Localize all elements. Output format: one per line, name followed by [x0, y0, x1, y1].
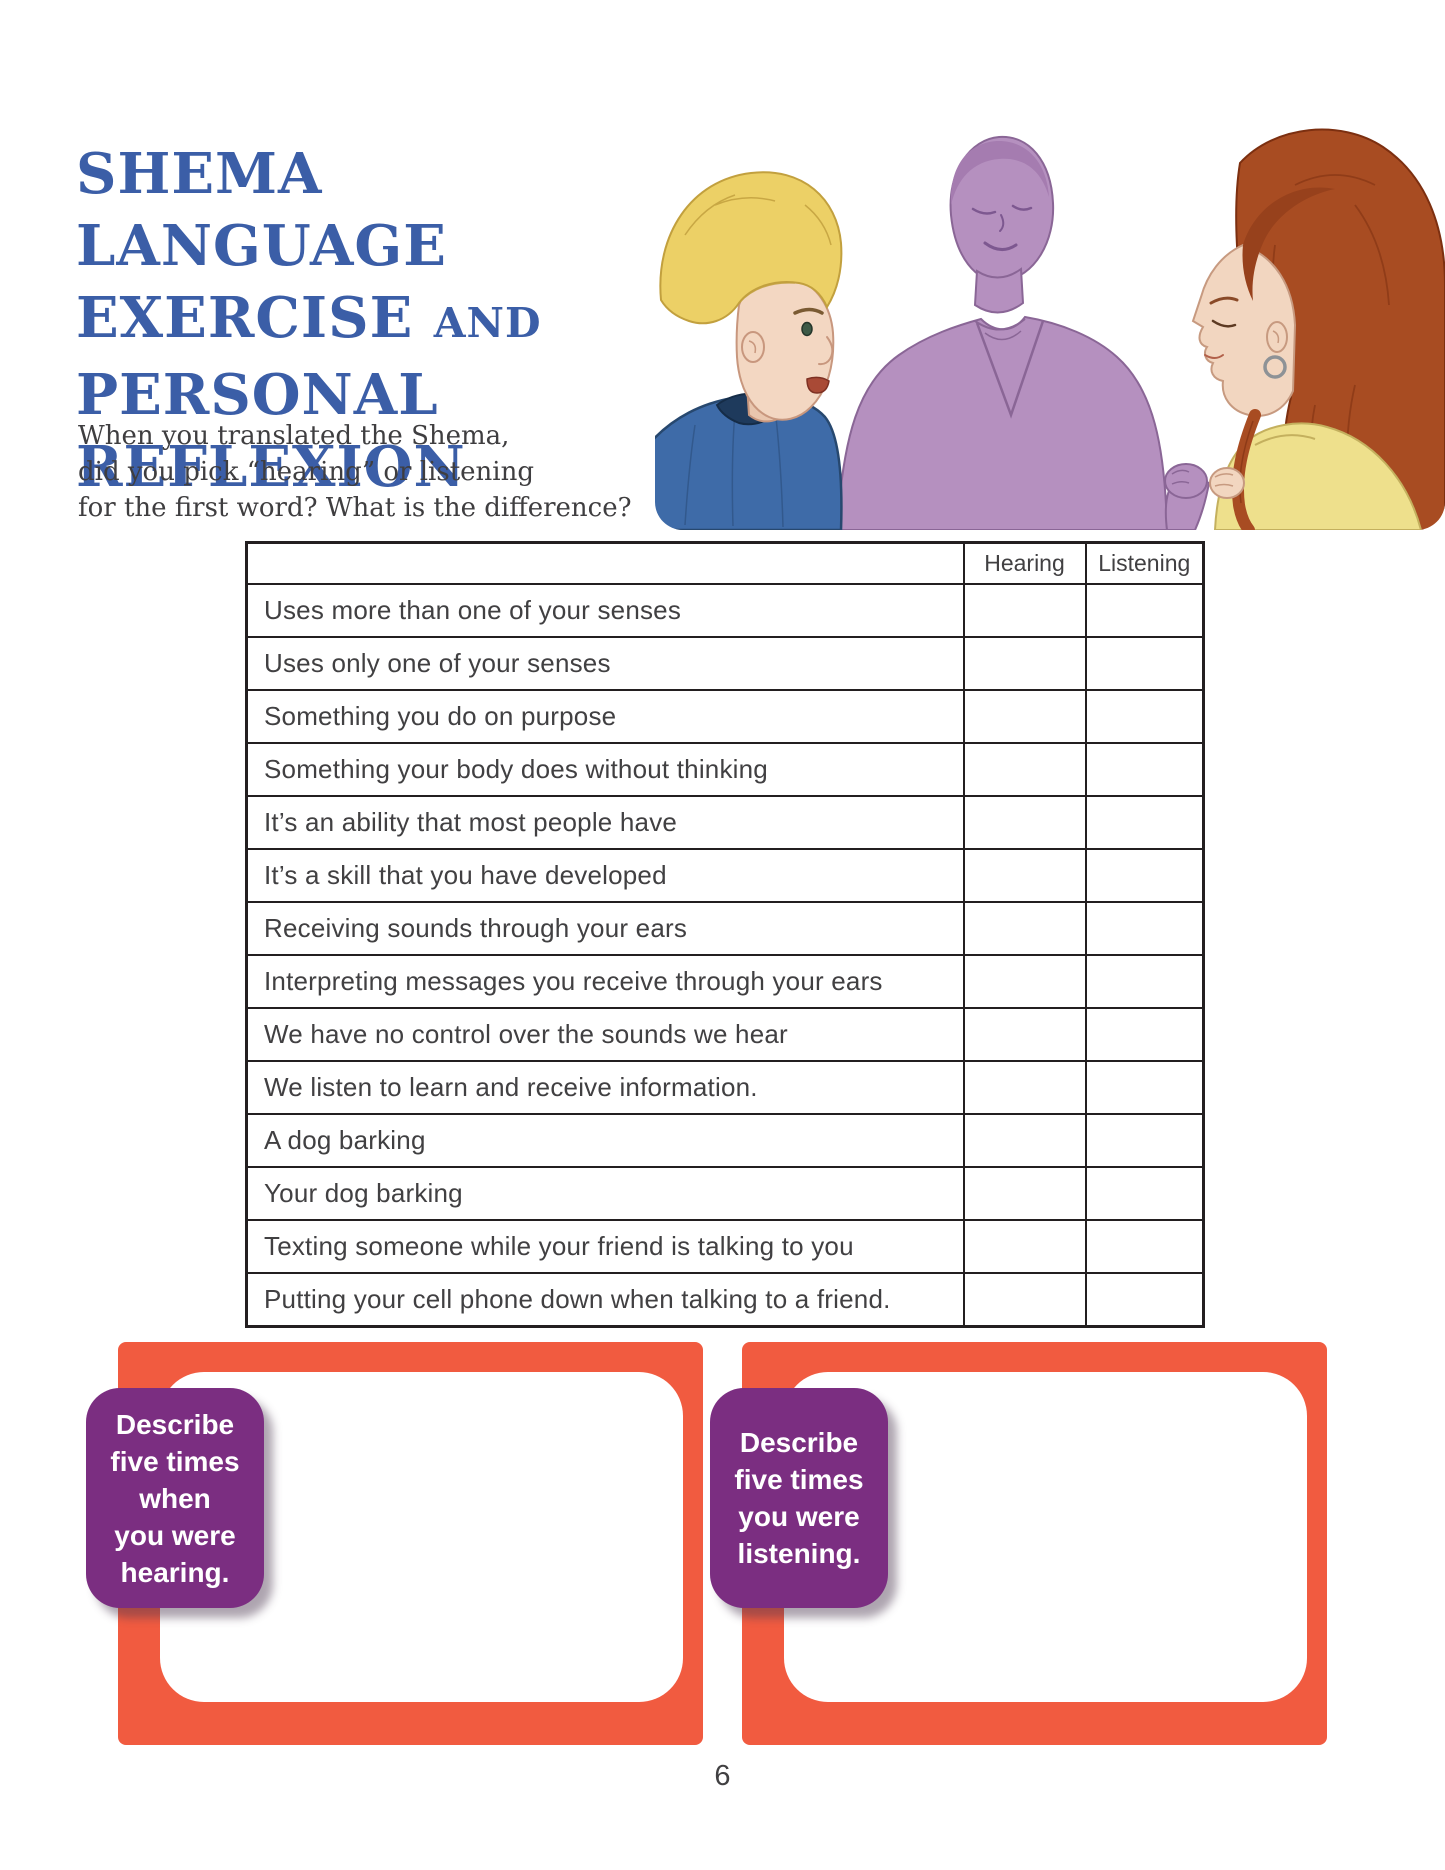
- title-line-1: SHEMA LANGUAGE: [76, 141, 447, 279]
- hearing-answer-cell[interactable]: [962, 1272, 1087, 1328]
- table-row: Texting someone while your friend is tal…: [245, 1219, 1205, 1274]
- listening-answer-cell[interactable]: [1084, 795, 1205, 850]
- intro-line-2: did you pick “hearing” or listening: [78, 457, 534, 487]
- listening-answer-cell[interactable]: [1084, 1272, 1205, 1328]
- label-line: when: [139, 1482, 211, 1514]
- page-number: 6: [714, 1760, 731, 1792]
- statement-cell: It’s an ability that most people have: [245, 795, 965, 850]
- statement-column-header: [245, 541, 965, 585]
- hearing-answer-cell[interactable]: [962, 1166, 1087, 1221]
- table-row: Something you do on purpose: [245, 689, 1205, 744]
- hearing-prompt-label: Describe five times when you were hearin…: [86, 1388, 264, 1608]
- page-title: SHEMA LANGUAGE EXERCISE AND PERSONAL REF…: [76, 138, 676, 503]
- table-row: We listen to learn and receive informati…: [245, 1060, 1205, 1115]
- label-line: hearing.: [120, 1556, 230, 1588]
- listening-answer-cell[interactable]: [1084, 742, 1205, 797]
- statement-cell: It’s a skill that you have developed: [245, 848, 965, 903]
- listening-prompt-label: Describe five times you were listening.: [710, 1388, 888, 1608]
- statement-cell: Texting someone while your friend is tal…: [245, 1219, 965, 1274]
- listening-answer-cell[interactable]: [1084, 689, 1205, 744]
- listening-answer-cell[interactable]: [1084, 1007, 1205, 1062]
- statement-cell: Receiving sounds through your ears: [245, 901, 965, 956]
- statement-cell: Interpreting messages you receive throug…: [245, 954, 965, 1009]
- hearing-listening-table: Hearing Listening Uses more than one of …: [245, 541, 1205, 1328]
- table-row: Receiving sounds through your ears: [245, 901, 1205, 956]
- table-row: Uses only one of your senses: [245, 636, 1205, 691]
- intro-line-3: for the first word? What is the differen…: [78, 493, 632, 523]
- table-row: It’s an ability that most people have: [245, 795, 1205, 850]
- statement-cell: We listen to learn and receive informati…: [245, 1060, 965, 1115]
- listening-answer-cell[interactable]: [1084, 1166, 1205, 1221]
- label-line: Describe: [739, 1427, 859, 1458]
- listening-answer-cell[interactable]: [1084, 636, 1205, 691]
- statement-cell: Something you do on purpose: [245, 689, 965, 744]
- silhouette-figure: [835, 135, 1211, 530]
- statement-cell: A dog barking: [245, 1113, 965, 1168]
- listening-answer-cell[interactable]: [1084, 583, 1205, 638]
- statement-cell: Putting your cell phone down when talkin…: [245, 1272, 965, 1328]
- hearing-answer-cell[interactable]: [962, 1113, 1087, 1168]
- title-line-3: PERSONAL REFLEXION: [76, 362, 466, 500]
- statement-cell: Uses only one of your senses: [245, 636, 965, 691]
- listening-answer-cell[interactable]: [1084, 1060, 1205, 1115]
- hearing-answer-cell[interactable]: [962, 1219, 1087, 1274]
- table-row: Putting your cell phone down when talkin…: [245, 1272, 1205, 1328]
- label-line: five times: [110, 1445, 240, 1477]
- intro-text: When you translated the Shema, did you p…: [78, 418, 638, 526]
- label-line: Describe: [115, 1408, 235, 1440]
- hearing-answer-cell[interactable]: [962, 742, 1087, 797]
- listening-answer-cell[interactable]: [1084, 1113, 1205, 1168]
- label-line: listening.: [737, 1538, 861, 1569]
- hearing-answer-cell[interactable]: [962, 954, 1087, 1009]
- conversation-illustration: [655, 85, 1445, 530]
- label-line: five times: [734, 1464, 864, 1495]
- listening-answer-cell[interactable]: [1084, 954, 1205, 1009]
- title-line-2-small: AND: [433, 299, 542, 347]
- label-line: you were: [738, 1501, 860, 1532]
- table-row: Your dog barking: [245, 1166, 1205, 1221]
- title-line-2: EXERCISE AND: [76, 282, 676, 359]
- boy-figure: [655, 171, 843, 530]
- table-row: Uses more than one of your senses: [245, 583, 1205, 638]
- label-line: you were: [114, 1519, 236, 1551]
- hearing-answer-cell[interactable]: [962, 848, 1087, 903]
- woman-figure: [1191, 128, 1445, 530]
- hearing-answer-cell[interactable]: [962, 689, 1087, 744]
- table-row: Interpreting messages you receive throug…: [245, 954, 1205, 1009]
- statement-cell: Uses more than one of your senses: [245, 583, 965, 638]
- listening-answer-cell[interactable]: [1084, 848, 1205, 903]
- hearing-answer-cell[interactable]: [962, 583, 1087, 638]
- table-row: Something your body does without thinkin…: [245, 742, 1205, 797]
- hearing-answer-cell[interactable]: [962, 636, 1087, 691]
- listening-answer-cell[interactable]: [1084, 901, 1205, 956]
- intro-line-1: When you translated the Shema,: [78, 421, 510, 451]
- hearing-answer-cell[interactable]: [962, 1060, 1087, 1115]
- title-line-2-main: EXERCISE: [76, 285, 414, 351]
- listening-answer-cell[interactable]: [1084, 1219, 1205, 1274]
- listening-column-header: Listening: [1084, 541, 1205, 585]
- hearing-answer-cell[interactable]: [962, 1007, 1087, 1062]
- table-row: It’s a skill that you have developed: [245, 848, 1205, 903]
- hearing-answer-cell[interactable]: [962, 795, 1087, 850]
- statement-cell: Something your body does without thinkin…: [245, 742, 965, 797]
- earring-icon: [1263, 355, 1287, 379]
- illustration-svg: [655, 128, 1445, 530]
- table-row: We have no control over the sounds we he…: [245, 1007, 1205, 1062]
- hearing-column-header: Hearing: [962, 541, 1087, 585]
- table-header-row: Hearing Listening: [245, 541, 1205, 585]
- hearing-answer-cell[interactable]: [962, 901, 1087, 956]
- statement-cell: We have no control over the sounds we he…: [245, 1007, 965, 1062]
- table-row: A dog barking: [245, 1113, 1205, 1168]
- statement-cell: Your dog barking: [245, 1166, 965, 1221]
